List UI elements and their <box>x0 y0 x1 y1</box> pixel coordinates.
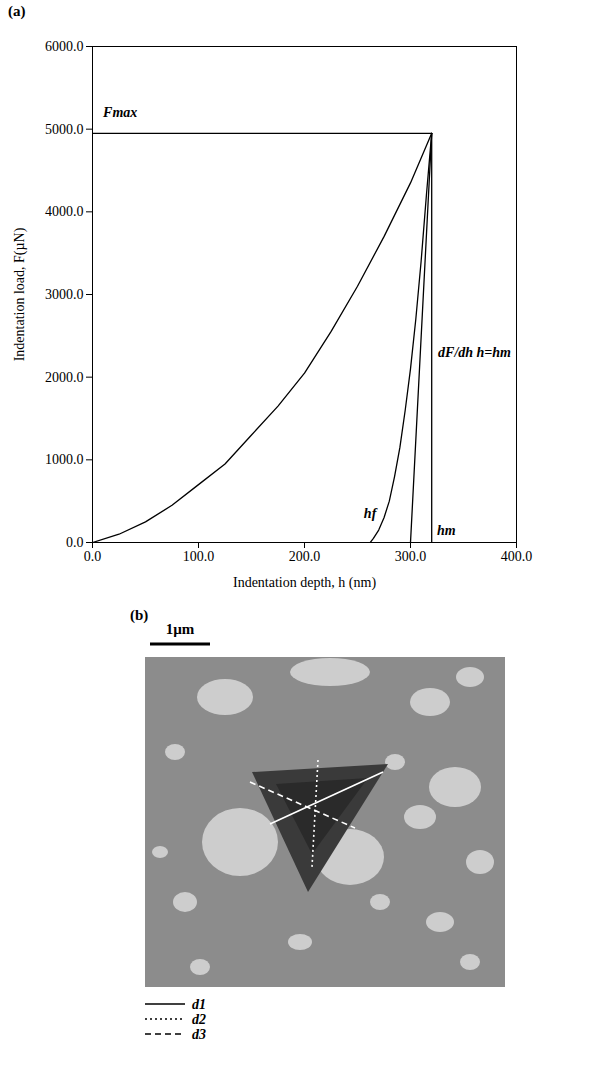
svg-text:3000.0: 3000.0 <box>45 287 84 302</box>
svg-text:6000.0: 6000.0 <box>45 39 84 54</box>
svg-text:200.0: 200.0 <box>289 549 321 564</box>
svg-text:Fmax: Fmax <box>102 105 137 120</box>
svg-text:d1: d1 <box>192 997 206 1012</box>
svg-text:300.0: 300.0 <box>395 549 427 564</box>
svg-text:d3: d3 <box>192 1027 206 1042</box>
svg-text:4000.0: 4000.0 <box>45 204 84 219</box>
html-text:(a): (a) <box>8 3 26 19</box>
svg-text:400.0: 400.0 <box>501 549 533 564</box>
svg-text:Indentation depth, h (nm): Indentation depth, h (nm) <box>233 575 376 591</box>
svg-text:(b): (b) <box>130 607 148 624</box>
svg-text:2000.0: 2000.0 <box>45 370 84 385</box>
svg-text:hf: hf <box>364 506 378 521</box>
svg-text:1000.0: 1000.0 <box>45 452 84 467</box>
svg-text:100.0: 100.0 <box>183 549 215 564</box>
svg-text:Indentation load, F(µN): Indentation load, F(µN) <box>12 227 28 361</box>
svg-text:0.0: 0.0 <box>84 549 102 564</box>
svg-text:dF/dh h=hm: dF/dh h=hm <box>438 345 511 360</box>
svg-text:d2: d2 <box>192 1012 206 1027</box>
svg-text:0.0: 0.0 <box>66 535 84 550</box>
svg-text:hm: hm <box>437 523 456 538</box>
svg-text:1µm: 1µm <box>166 621 195 637</box>
svg-text:5000.0: 5000.0 <box>45 122 84 137</box>
